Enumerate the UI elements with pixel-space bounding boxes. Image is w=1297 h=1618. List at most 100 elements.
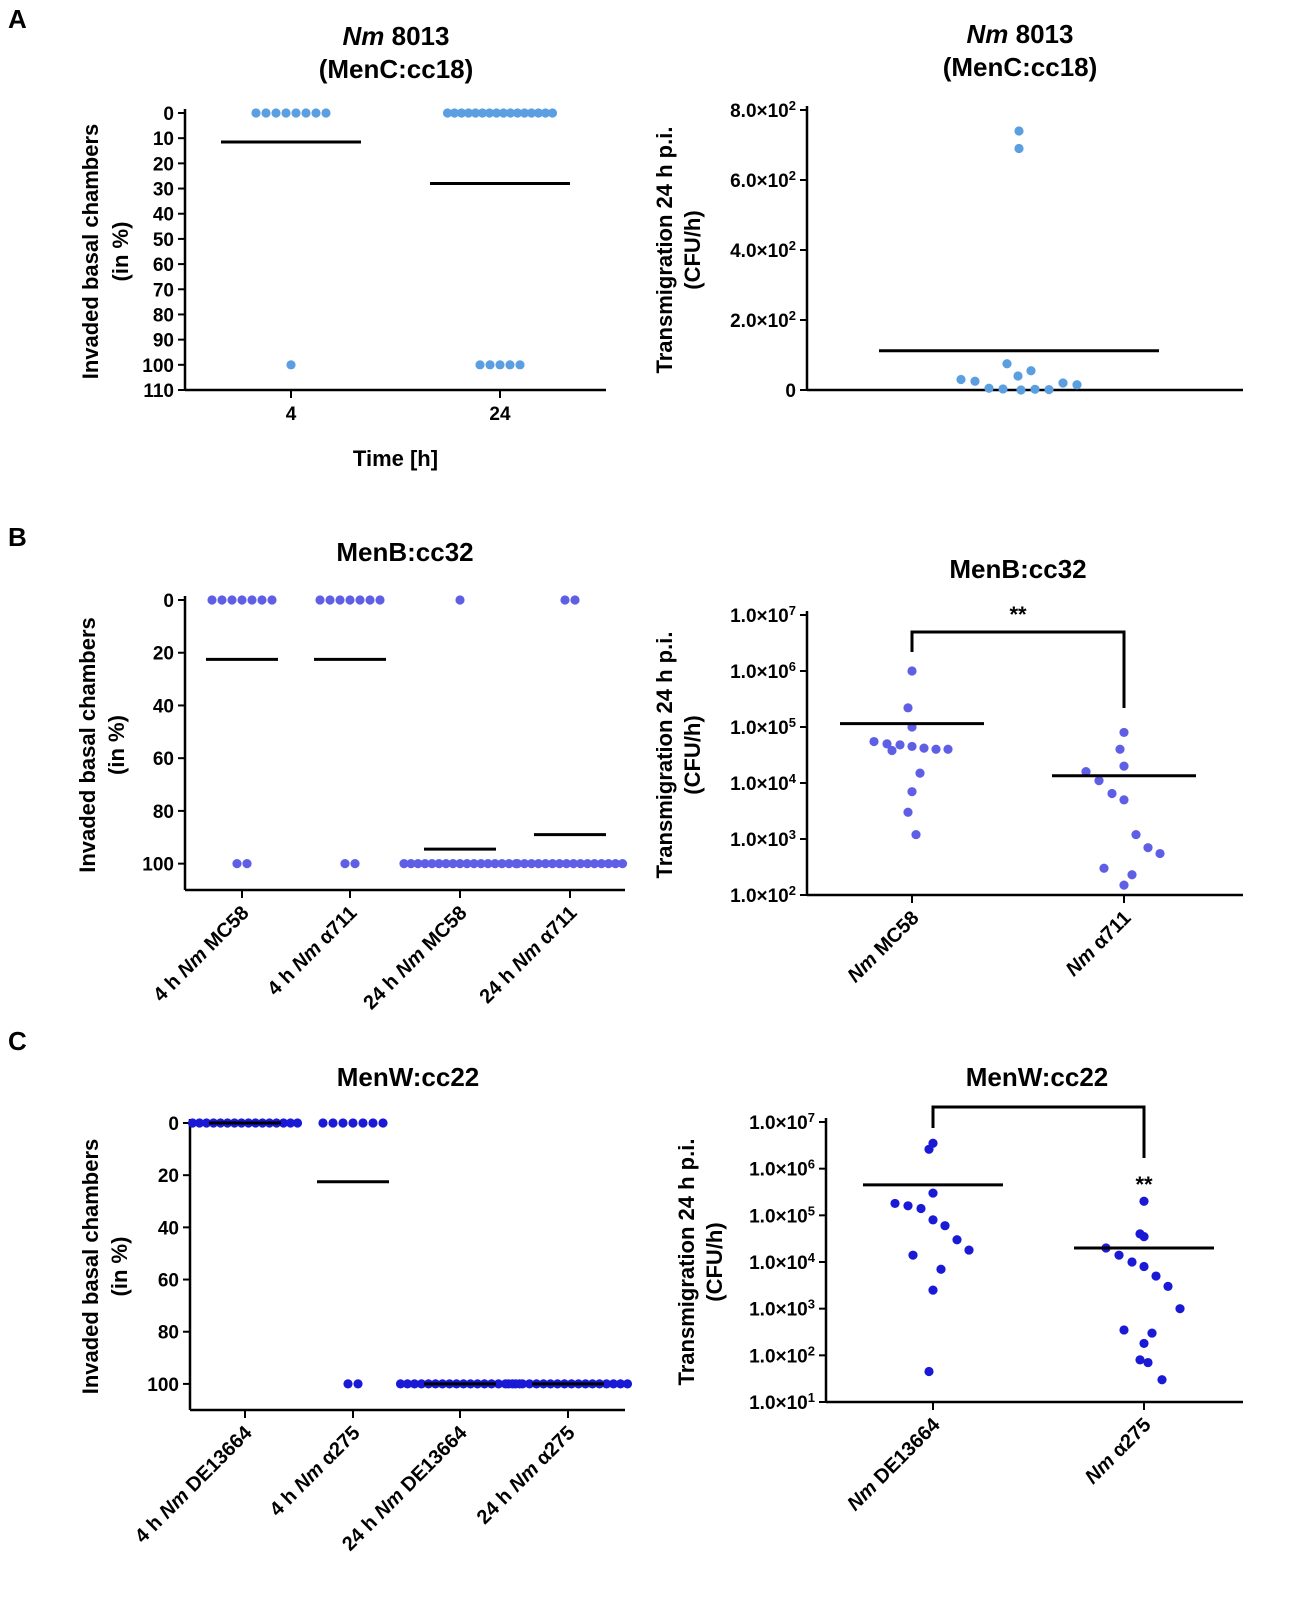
data-point bbox=[462, 859, 472, 869]
data-point bbox=[345, 595, 355, 605]
data-point bbox=[964, 1245, 974, 1255]
data-point bbox=[1143, 843, 1153, 853]
data-point bbox=[895, 740, 905, 750]
data-point bbox=[406, 859, 416, 869]
data-point bbox=[570, 595, 580, 605]
data-point bbox=[448, 859, 458, 869]
data-point bbox=[495, 360, 505, 370]
y-tick-label: 4.0×102 bbox=[730, 238, 796, 263]
data-point bbox=[512, 108, 523, 118]
y-axis-label: Invaded basal chambers bbox=[78, 1139, 103, 1395]
data-point bbox=[582, 859, 593, 869]
y-tick-label: 40 bbox=[153, 205, 174, 226]
data-point bbox=[463, 108, 474, 118]
data-point bbox=[547, 859, 558, 869]
data-point bbox=[321, 108, 331, 118]
data-point bbox=[554, 859, 565, 869]
y-tick-label: 100 bbox=[142, 356, 174, 377]
data-point bbox=[1119, 795, 1129, 805]
data-point bbox=[943, 744, 953, 754]
data-point bbox=[908, 1250, 918, 1260]
data-point bbox=[1114, 1250, 1124, 1260]
data-point bbox=[490, 859, 500, 869]
y-tick-label: 1.0×105 bbox=[730, 715, 796, 740]
y-tick-label: 1.0×107 bbox=[730, 603, 796, 628]
x-tick-label: 4 bbox=[286, 404, 297, 425]
data-point bbox=[540, 859, 551, 869]
data-point bbox=[1163, 1281, 1173, 1292]
data-point bbox=[561, 859, 572, 869]
data-point bbox=[416, 1379, 427, 1389]
y-axis-label: (in %) bbox=[107, 1237, 132, 1297]
y-tick-label: 100 bbox=[142, 855, 174, 876]
data-point bbox=[335, 595, 345, 605]
data-point bbox=[1119, 761, 1129, 771]
data-point bbox=[916, 1203, 926, 1214]
x-tick-label: 4 h Nm DE13664 bbox=[131, 1421, 257, 1547]
data-point bbox=[358, 1118, 368, 1128]
data-point bbox=[1072, 380, 1082, 390]
data-point bbox=[903, 1201, 913, 1211]
data-point bbox=[928, 1215, 938, 1225]
data-point bbox=[615, 1379, 626, 1389]
data-point bbox=[519, 859, 530, 869]
data-point bbox=[315, 595, 325, 605]
data-point bbox=[355, 595, 365, 605]
data-point bbox=[1157, 1375, 1167, 1385]
y-axis-label: (CFU/h) bbox=[680, 715, 705, 794]
data-point bbox=[267, 595, 277, 605]
data-point bbox=[1016, 385, 1026, 395]
data-point bbox=[1002, 359, 1012, 369]
data-point bbox=[1127, 1257, 1137, 1267]
y-tick-label: 8.0×102 bbox=[730, 98, 796, 123]
data-point bbox=[491, 108, 502, 118]
data-point bbox=[547, 108, 558, 118]
data-point bbox=[1127, 870, 1137, 880]
y-tick-label: 1.0×106 bbox=[730, 659, 796, 684]
data-point bbox=[311, 108, 321, 118]
data-point bbox=[368, 1118, 378, 1128]
data-point bbox=[1135, 1355, 1145, 1365]
data-point bbox=[365, 595, 375, 605]
data-point bbox=[928, 1188, 938, 1198]
y-tick-label: 6.0×102 bbox=[730, 168, 796, 193]
y-tick-label: 40 bbox=[158, 1218, 179, 1239]
data-point bbox=[278, 1118, 289, 1128]
data-point bbox=[1119, 727, 1129, 738]
data-point bbox=[340, 859, 350, 869]
data-point bbox=[348, 1118, 358, 1128]
data-point bbox=[1044, 385, 1054, 395]
chart-title: MenW:cc22 bbox=[337, 1062, 480, 1092]
y-tick-label: 0 bbox=[168, 1114, 179, 1135]
data-point bbox=[1139, 1196, 1149, 1206]
data-point bbox=[924, 1366, 934, 1377]
data-point bbox=[907, 666, 917, 676]
y-tick-label: 1.0×102 bbox=[730, 883, 796, 908]
data-point bbox=[207, 595, 217, 605]
data-point bbox=[911, 829, 921, 840]
data-point bbox=[343, 1379, 353, 1389]
data-point bbox=[318, 1118, 328, 1128]
y-tick-label: 50 bbox=[153, 230, 174, 251]
data-point bbox=[1131, 829, 1141, 840]
x-tick-label: Nm α711 bbox=[1062, 907, 1136, 981]
data-point bbox=[1119, 880, 1129, 890]
data-point bbox=[1081, 766, 1091, 777]
data-point bbox=[608, 1379, 619, 1389]
data-point bbox=[1143, 1357, 1153, 1368]
y-tick-label: 1.0×103 bbox=[749, 1296, 815, 1321]
data-point bbox=[517, 1379, 528, 1389]
data-point bbox=[887, 745, 897, 756]
x-tick-label: 4 h Nm MC58 bbox=[149, 902, 253, 1006]
data-point bbox=[984, 383, 994, 393]
data-point bbox=[456, 108, 467, 118]
data-point bbox=[519, 108, 530, 118]
y-tick-label: 1.0×106 bbox=[749, 1156, 815, 1181]
y-tick-label: 20 bbox=[153, 644, 174, 665]
chart-C-right: MenW:cc22 Transmigration 24 h p.i. (CFU/h)… bbox=[674, 1062, 1243, 1515]
x-tick-label: 4 h Nm α711 bbox=[263, 902, 361, 1000]
data-point bbox=[261, 108, 271, 118]
data-point bbox=[998, 384, 1008, 394]
chart-title: MenB:cc32 bbox=[949, 554, 1086, 584]
